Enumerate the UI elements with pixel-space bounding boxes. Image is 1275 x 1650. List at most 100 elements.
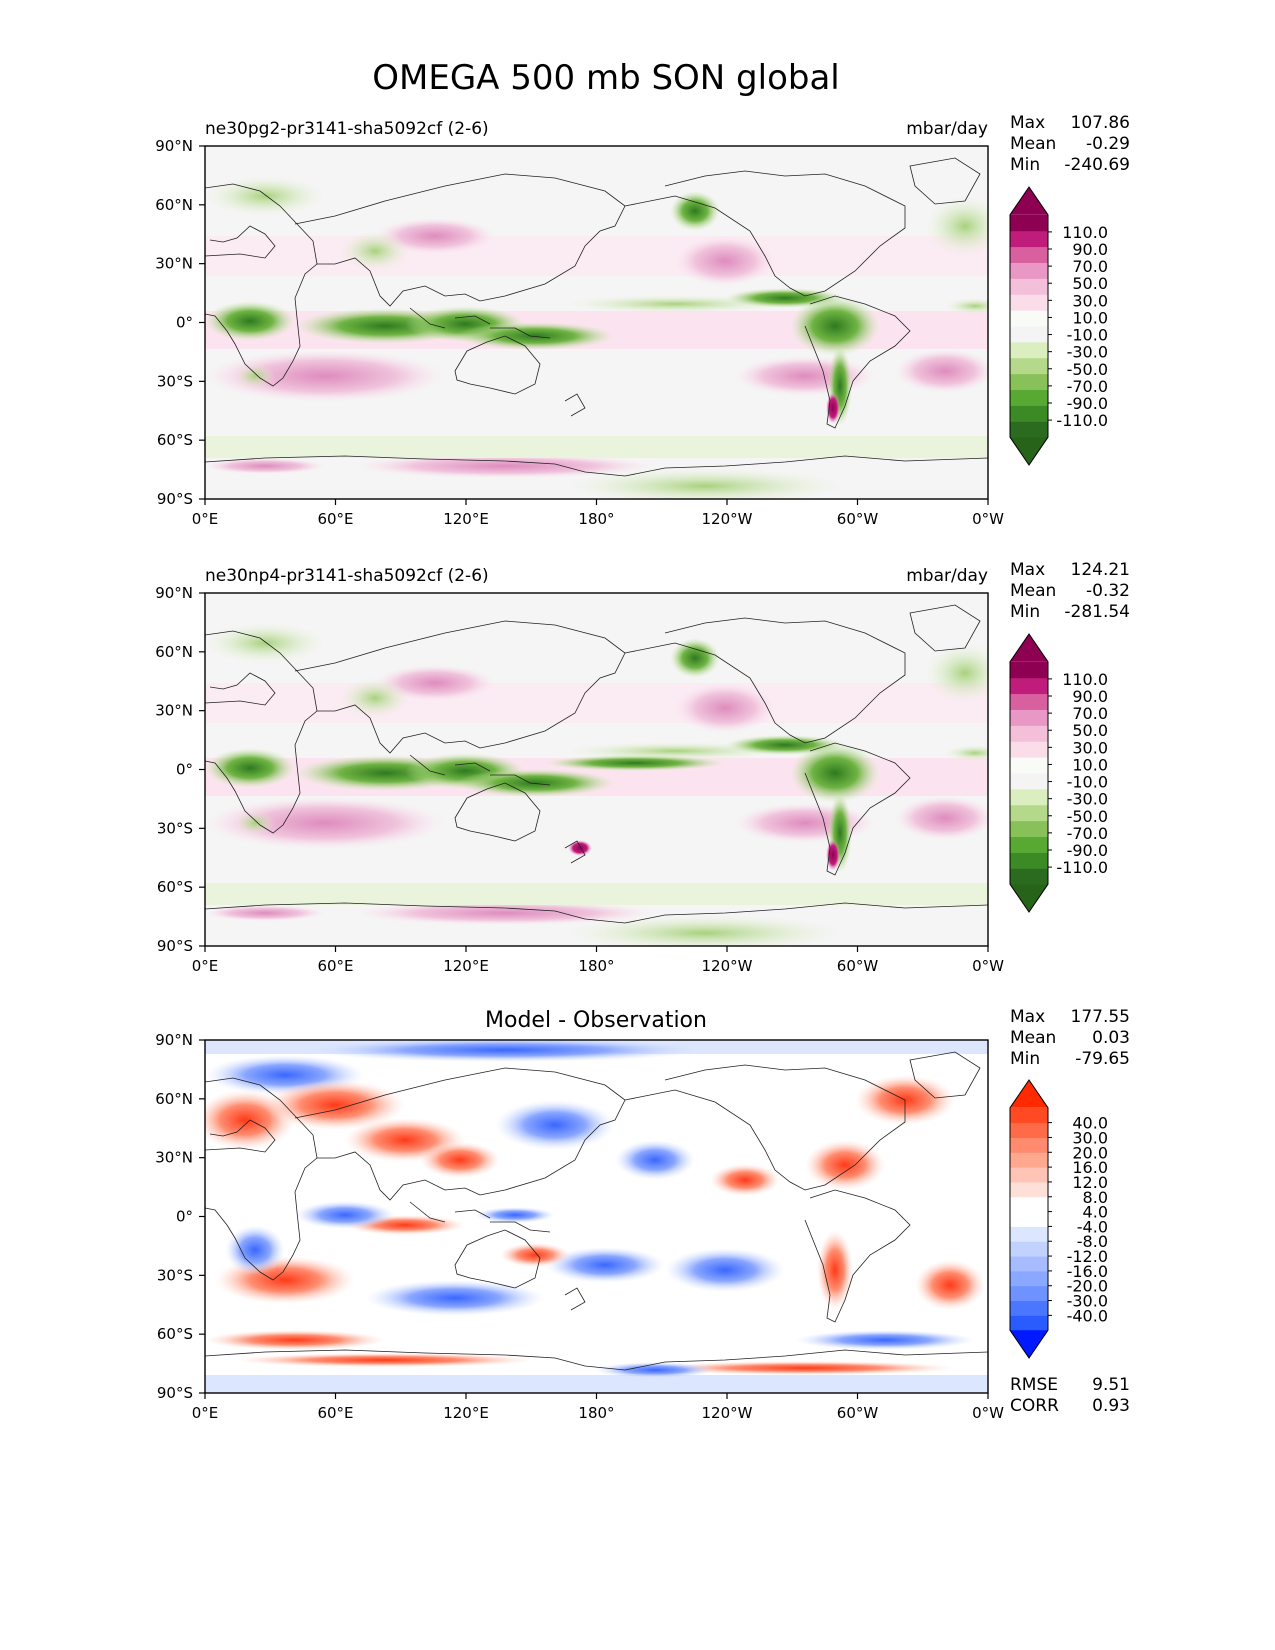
stat-mean-value: -0.32: [1086, 581, 1130, 601]
colorbar-swatch: [1010, 661, 1048, 679]
colorbar-swatch: [1010, 836, 1048, 853]
colorbar-label: -12.0: [1067, 1247, 1108, 1266]
colorbar-swatch: [1010, 1226, 1048, 1242]
colorbar-extend-min: [1010, 1330, 1048, 1358]
colorbar-label: 12.0: [1072, 1173, 1108, 1192]
y-tick-label: 30°N: [155, 1149, 193, 1167]
colorbar-label: -70.0: [1067, 824, 1108, 843]
colorbar-label: 8.0: [1083, 1188, 1108, 1207]
colorbar-swatch: [1010, 773, 1048, 790]
map-field-top: [205, 146, 988, 499]
x-tick-label: 60°W: [837, 510, 879, 528]
colorbar-label: 20.0: [1072, 1143, 1108, 1162]
y-tick-label: 60°N: [155, 1090, 193, 1108]
y-axis-middle: 90°N 60°N 30°N 0° 30°S 60°S 90°S: [155, 584, 205, 955]
x-tick-label: 0°E: [192, 957, 219, 975]
colorbar-swatch: [1010, 1285, 1048, 1302]
stat-min-label: Min: [1010, 1049, 1040, 1069]
colorbar-swatch: [1010, 868, 1048, 885]
colorbar-label: -110.0: [1056, 411, 1108, 430]
colorbar-swatch: [1010, 405, 1048, 422]
stat-min-value: -281.54: [1064, 602, 1130, 622]
x-axis-middle: 0°E 60°E 120°E 180° 120°W 60°W 0°W: [192, 946, 1004, 975]
panel-bottom: 0°E 60°E 120°E 180° 120°W 60°W 0°W 90°N 60°N 30°…: [155, 1031, 1004, 1422]
colorbar-label: 40.0: [1072, 1114, 1108, 1133]
colorbar-label: 110.0: [1062, 223, 1108, 242]
y-tick-label: 0°: [176, 761, 193, 779]
colorbar-swatch: [1010, 820, 1048, 838]
colorbar-label: -50.0: [1067, 360, 1108, 379]
colorbar-swatch: [1010, 725, 1048, 742]
stat-max-value: 124.21: [1071, 560, 1130, 580]
stat-min-value: -240.69: [1064, 155, 1130, 175]
y-tick-label: 60°S: [157, 878, 193, 896]
stat-mean-value: 0.03: [1092, 1028, 1130, 1048]
colorbar-label: -20.0: [1067, 1277, 1108, 1296]
x-tick-label: 0°W: [972, 1404, 1004, 1422]
colorbar-swatch: [1010, 1300, 1048, 1316]
x-tick-label: 180°: [578, 510, 614, 528]
colorbar-label: -110.0: [1056, 858, 1108, 877]
y-tick-label: 90°N: [155, 137, 193, 155]
x-tick-label: 60°E: [317, 957, 353, 975]
x-tick-label: 0°E: [192, 510, 219, 528]
y-tick-label: 30°N: [155, 255, 193, 273]
colorbar-label: 30.0: [1072, 291, 1108, 310]
y-tick-label: 60°N: [155, 196, 193, 214]
y-tick-label: 30°S: [157, 372, 193, 390]
colorbar-label: 10.0: [1072, 755, 1108, 774]
x-tick-label: 120°W: [702, 1404, 753, 1422]
colorbar-label: 90.0: [1072, 687, 1108, 706]
y-tick-label: 0°: [176, 314, 193, 332]
skill-scores: RMSE 9.51 CORR 0.93: [1010, 1375, 1130, 1416]
colorbar-swatch: [1010, 1122, 1048, 1138]
colorbar-swatch: [1010, 326, 1048, 343]
colorbar-swatch: [1010, 421, 1048, 438]
colorbar-swatch: [1010, 1152, 1048, 1168]
colorbar-swatch: [1010, 389, 1048, 406]
x-tick-label: 120°E: [443, 510, 489, 528]
colorbar-swatch: [1010, 357, 1048, 375]
colorbar-extend-max: [1010, 187, 1048, 215]
panel-top-title: ne30pg2-pr3141-sha5092cf (2-6): [205, 119, 489, 139]
stat-mean-value: -0.29: [1086, 134, 1130, 154]
colorbar-swatch: [1010, 677, 1048, 695]
colorbar-outline: [1009, 633, 1049, 913]
colorbar-label: -4.0: [1077, 1217, 1108, 1236]
colorbar-swatch: [1010, 804, 1048, 822]
y-axis-bottom: 90°N 60°N 30°N 0° 30°S 60°S 90°S: [155, 1031, 205, 1402]
colorbar-swatch: [1010, 1167, 1048, 1183]
colorbar-label: 110.0: [1062, 670, 1108, 689]
colorbar-label: -70.0: [1067, 377, 1108, 396]
colorbar-swatch: [1010, 1137, 1048, 1153]
x-tick-label: 120°E: [443, 1404, 489, 1422]
colorbar-label: 70.0: [1072, 704, 1108, 723]
y-tick-label: 90°N: [155, 1031, 193, 1049]
colorbar-swatch: [1010, 214, 1048, 232]
colorbar-top: 110.090.070.050.030.010.0-10.0-30.0-50.0…: [1009, 186, 1108, 466]
colorbar-swatch: [1010, 1211, 1048, 1227]
x-tick-label: 60°E: [317, 510, 353, 528]
colorbar-swatch: [1010, 310, 1048, 327]
y-tick-label: 0°: [176, 1208, 193, 1226]
colorbar-swatch: [1010, 373, 1048, 391]
colorbar-swatch: [1010, 852, 1048, 869]
y-tick-label: 30°N: [155, 702, 193, 720]
x-tick-label: 60°W: [837, 1404, 879, 1422]
x-axis-top: 0°E 60°E 120°E 180° 120°W 60°W 0°W: [192, 499, 1004, 528]
colorbar-label: 90.0: [1072, 240, 1108, 259]
colorbar-bottom: 40.030.020.016.012.08.04.0-4.0-8.0-12.0-…: [1009, 1079, 1108, 1359]
x-axis-bottom: 0°E 60°E 120°E 180° 120°W 60°W 0°W: [192, 1393, 1004, 1422]
colorbar-swatch: [1010, 294, 1048, 311]
colorbar-swatch: [1010, 709, 1048, 726]
colorbar-label: 10.0: [1072, 308, 1108, 327]
colorbar-label: 50.0: [1072, 274, 1108, 293]
colorbar-extend-max: [1010, 634, 1048, 662]
y-tick-label: 90°S: [157, 490, 193, 508]
stat-min-label: Min: [1010, 155, 1040, 175]
stats-top: Max 107.86 Mean -0.29 Min -240.69: [1010, 113, 1130, 175]
colorbar-swatch: [1010, 1256, 1048, 1272]
colorbar-swatch: [1010, 1181, 1048, 1198]
colorbar-swatch: [1010, 278, 1048, 295]
